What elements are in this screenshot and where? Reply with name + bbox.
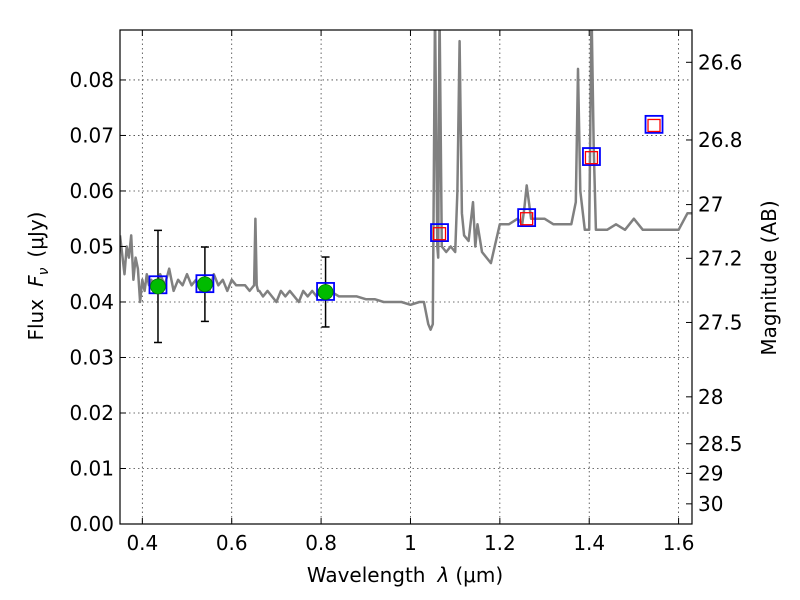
model-flux-square [517, 208, 537, 228]
upper-limit-square [520, 212, 534, 226]
y-tick-label: 0.02 [69, 401, 114, 425]
y2-tick-label: 30 [698, 492, 723, 516]
model-flux-square [316, 282, 335, 301]
x-tick-label: 0.8 [305, 531, 337, 555]
y2-tick-label: 27.2 [698, 246, 743, 270]
y-tick-label: 0.06 [69, 179, 114, 203]
model-flux-square [644, 114, 664, 134]
x-tick-label: 0.6 [216, 531, 248, 555]
upper-limit-square [432, 227, 447, 241]
y-tick-label: 0.03 [69, 345, 114, 369]
model-flux-square [430, 223, 449, 242]
upper-limit-square [584, 151, 599, 165]
x-tick-label: 1.6 [663, 531, 695, 555]
y-tick-label: 0.00 [69, 512, 114, 536]
tick-layer: 0.4 0.6 0.8 1 1.2 1.4 1.6 0.00 0.01 0.02 0.03 0.04 0… [69, 30, 743, 555]
observed-flux-point [197, 276, 213, 293]
y2-tick-label: 26.6 [698, 50, 743, 74]
x-tick-label: 1 [404, 531, 417, 555]
y-tick-label: 0.05 [69, 234, 114, 258]
y2-tick-label: 28.5 [698, 432, 743, 456]
y2-tick-label: 27.5 [698, 310, 743, 334]
y2-tick-label: 27 [698, 193, 723, 217]
x-axis-label: Wavelength λ (μm) [307, 563, 503, 587]
upper-limit-square [647, 118, 661, 133]
y2-axis-label: Magnitude (AB) [757, 200, 781, 355]
plot-area [120, 30, 692, 344]
plot-frame [119, 29, 693, 525]
observed-flux-point [150, 278, 166, 295]
y2-tick-label: 26.8 [698, 128, 743, 152]
y-axis-label: FluxFν(μJy) [24, 212, 52, 341]
observed-flux-point [317, 284, 334, 300]
model-flux-square [195, 274, 215, 294]
y-tick-label: 0.04 [69, 290, 114, 314]
y2-tick-label: 28 [698, 385, 723, 409]
y2-tick-label: 29 [698, 461, 723, 485]
spectrum-line [120, 30, 692, 331]
y-tick-label: 0.01 [69, 456, 114, 480]
x-tick-label: 0.4 [126, 531, 158, 555]
marker-layer [148, 114, 664, 301]
model-flux-square [582, 147, 601, 166]
x-tick-label: 1.4 [573, 531, 605, 555]
x-tick-label: 1.2 [484, 531, 516, 555]
y-tick-label: 0.07 [69, 123, 114, 147]
y-tick-label: 0.08 [69, 68, 114, 92]
